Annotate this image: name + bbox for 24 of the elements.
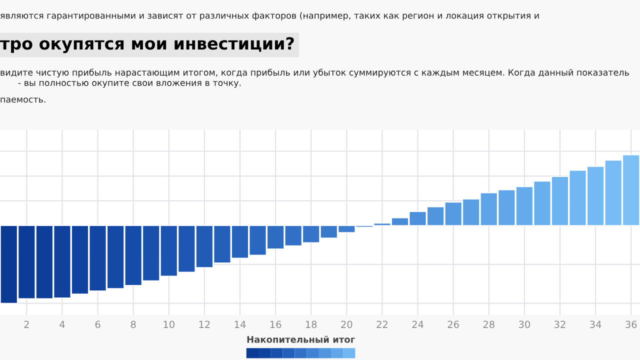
- text: паемость.: [0, 98, 46, 103]
- x-tick-label: 10: [164, 320, 174, 328]
- x-tick-label: 36: [626, 320, 637, 328]
- x-tick-label: 4: [60, 320, 65, 328]
- x-tick-label: 24: [412, 320, 424, 328]
- x-tick-label: 12: [199, 320, 210, 328]
- x-tick-label: 16: [270, 320, 282, 328]
- text: являются гарантированными и зависят от различных факторов (например, таких как регион и локация открытия и: [0, 12, 539, 20]
- x-tick-label: 32: [554, 320, 566, 328]
- x-tick-label: 2: [24, 320, 29, 328]
- x-tick-label: 26: [448, 320, 459, 328]
- x-tick-label: 18: [306, 320, 317, 328]
- x-tick-label: 22: [376, 320, 388, 328]
- chart-title: тро окупятся мои инвестиции?: [0, 37, 294, 54]
- text: - вы полностью окупите свои вложения в точку.: [18, 81, 241, 88]
- x-tick-label: 30: [519, 320, 530, 328]
- x-tick-label: 6: [95, 320, 100, 328]
- x-tick-label: 20: [341, 320, 352, 328]
- legend-title: Накопительный итог: [247, 336, 355, 343]
- x-tick-label: 8: [130, 320, 136, 328]
- x-tick-label: 28: [483, 320, 494, 328]
- x-tick-label: 14: [234, 320, 246, 328]
- x-tick-label: 34: [590, 320, 602, 328]
- text: видите чистую прибыль нарастающим итогом, когда прибыль или убыток суммируются с каждым месяцем. Когда данный показатель: [0, 68, 629, 78]
